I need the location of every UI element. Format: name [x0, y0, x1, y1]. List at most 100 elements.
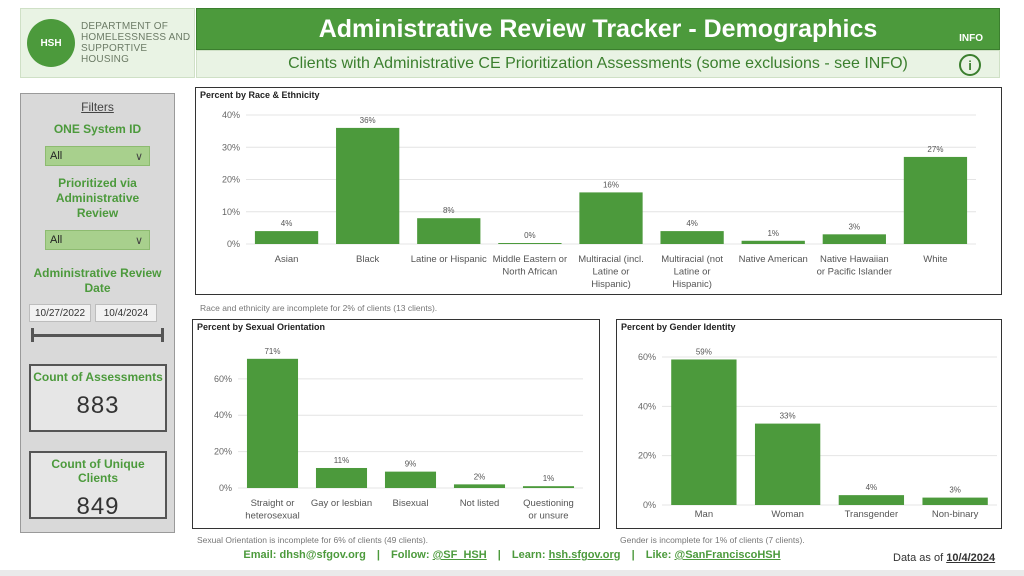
email-label: Email: [243, 549, 277, 561]
count-clients-value: 849 [76, 493, 120, 520]
review-date-label-line: Administrative Review [33, 266, 162, 280]
one-system-id-label: ONE System ID [53, 122, 142, 136]
follow-label: Follow: [391, 549, 430, 561]
chevron-down-icon: ∨ [134, 151, 143, 163]
x-category-label: Hispanic) [591, 279, 631, 290]
sexual-orientation-chart-panel: Percent by Sexual Orientation 0% 20% 40% 60… [192, 319, 600, 529]
logo-text-line: Department of [81, 21, 169, 32]
filters-panel: Filters ONE System ID All ∨ Prioritized … [20, 93, 175, 533]
page-title-bar: Administrative Review Tracker - Demograp… [196, 8, 1000, 50]
hsh-logo[interactable]: HSH Department of Homelessness and Suppo… [20, 8, 195, 78]
data-label: 1% [767, 229, 779, 238]
website-link[interactable]: hsh.sfgov.org [548, 549, 621, 561]
bar [417, 218, 481, 244]
page-subtitle: Clients with Administrative CE Prioritiz… [288, 55, 908, 72]
data-label: 2% [474, 472, 486, 481]
data-label: 16% [603, 180, 619, 189]
gender-chart: 0% 20% 40% 60% 59% Man 33% Woman 4% Transgender 3%… [638, 347, 997, 520]
y-tick-label: 0% [227, 239, 240, 249]
y-tick-label: 40% [214, 410, 232, 420]
prioritized-label-line: Review [76, 206, 119, 220]
bar [671, 359, 737, 505]
count-assessments-card: Count of Assessments 883 [29, 364, 167, 432]
x-category-label: Man [695, 509, 713, 520]
data-as-of-date: 10/4/2024 [946, 552, 996, 564]
race-chart: 0% 10% 20% 30% 40% 4% Asian 36% Black 8% Latine or… [222, 110, 976, 290]
gender-chart-panel: Percent by Gender Identity 0% 20% 40% 60% 59… [616, 319, 1002, 529]
date-range-slider[interactable] [31, 334, 164, 337]
count-clients-card: Count of Unique Clients 849 [29, 451, 167, 520]
x-category-label: Woman [771, 509, 804, 520]
race-chart-title: Percent by Race & Ethnicity [200, 90, 320, 100]
data-label: 36% [360, 116, 376, 125]
bar [254, 231, 319, 244]
prioritized-label-line: Administrative [55, 191, 140, 205]
bar [336, 127, 400, 244]
data-label: 9% [405, 460, 417, 469]
date-end-input[interactable]: 10/4/2024 [95, 304, 157, 322]
date-start-input[interactable]: 10/27/2022 [29, 304, 91, 322]
bar [903, 156, 968, 244]
data-label: 8% [443, 206, 455, 215]
data-label: 4% [866, 483, 878, 492]
x-category-label: Bisexual [393, 498, 429, 509]
bar [579, 192, 643, 244]
x-category-label: or Pacific Islander [817, 267, 893, 278]
email-link[interactable]: dhsh@sfgov.org [279, 549, 366, 561]
count-assessments-label: Count of Assessments [33, 370, 163, 384]
y-tick-label: 20% [214, 447, 232, 457]
info-icon[interactable]: i [959, 54, 981, 76]
data-as-of: Data as of 10/4/2024 [893, 552, 995, 564]
bar [498, 243, 562, 244]
data-label: 27% [927, 145, 943, 154]
x-category-label: North African [502, 267, 557, 278]
race-incomplete-note: Race and ethnicity are incomplete for 2%… [200, 303, 438, 313]
review-date-label-line: Date [84, 281, 111, 295]
gender-incomplete-note: Gender is incomplete for 1% of clients (… [620, 535, 805, 545]
data-label: 33% [780, 412, 796, 421]
x-category-label: Questioning [523, 498, 574, 509]
info-label[interactable]: INFO [959, 33, 983, 44]
y-tick-label: 40% [222, 110, 240, 120]
prioritized-label-line: Prioritized via [58, 176, 137, 190]
page-subtitle-bar: Clients with Administrative CE Prioritiz… [196, 50, 1000, 78]
y-tick-label: 10% [222, 207, 240, 217]
logo-text-line: Supportive Housing [81, 43, 148, 65]
x-category-label: White [923, 254, 947, 265]
x-category-label: Not listed [460, 498, 500, 509]
x-category-label: Straight or [251, 498, 295, 509]
x-category-label: or unsure [528, 511, 568, 522]
bar [741, 240, 805, 244]
x-category-label: Latine or Hispanic [411, 254, 487, 265]
bar [822, 234, 886, 244]
logo-text-line: Homelessness and [81, 32, 191, 43]
x-category-label: Asian [275, 254, 299, 265]
data-label: 11% [334, 456, 349, 465]
chevron-down-icon: ∨ [134, 235, 143, 247]
bar [660, 231, 724, 244]
date-slider-start-handle[interactable] [31, 328, 34, 342]
bar [754, 423, 821, 505]
x-category-label: heterosexual [245, 511, 299, 522]
bar [522, 486, 575, 488]
hsh-logo-text: Department of Homelessness and Supportiv… [81, 21, 194, 65]
bar [384, 471, 437, 488]
one-system-id-dropdown[interactable]: All ∨ [45, 146, 150, 166]
data-label: 59% [696, 347, 712, 356]
x-category-label: Multiracial (incl. [578, 254, 643, 265]
data-label: 1% [543, 474, 555, 483]
y-tick-label: 60% [214, 374, 232, 384]
one-system-id-value: All [50, 150, 63, 162]
date-slider-end-handle[interactable] [161, 328, 164, 342]
bar [315, 467, 368, 488]
like-label: Like: [645, 549, 672, 561]
y-tick-label: 0% [643, 500, 656, 510]
x-category-label: Native American [739, 254, 808, 265]
facebook-link[interactable]: @SanFranciscoHSH [674, 549, 781, 561]
footer-separator: | [497, 549, 501, 561]
data-label: 3% [949, 486, 961, 495]
data-label: 71% [264, 347, 280, 356]
prioritized-dropdown[interactable]: All ∨ [45, 230, 150, 250]
twitter-link[interactable]: @SF_HSH [432, 549, 487, 561]
x-category-label: Gay or lesbian [311, 498, 372, 509]
